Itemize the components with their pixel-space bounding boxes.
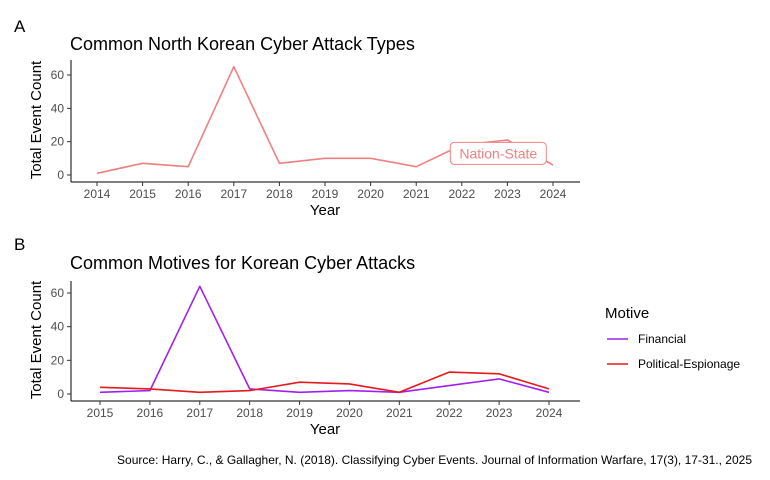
panel-b-x-tick-label: 2021 [386, 406, 413, 420]
panel-a-label-box [449, 141, 547, 165]
panel-a-x-tick-label: 2021 [403, 187, 430, 201]
panel-a-x-tick-label: 2017 [220, 187, 247, 201]
panel-b-title: Common Motives for Korean Cyber Attacks [70, 253, 415, 273]
panel-a-y-tick-label: 0 [57, 168, 64, 182]
panel-a-x-tick-label: 2024 [540, 187, 567, 201]
panel-b-y-tick-label: 20 [51, 353, 65, 367]
panel-a-xlabel: Year [310, 202, 340, 219]
panel-b-x-tick-label: 2020 [336, 406, 363, 420]
panel-a-label-text: Nation-State [459, 145, 537, 161]
panel-a-letter: A [14, 17, 26, 36]
panel-b-y-tick-label: 40 [51, 320, 65, 334]
panel-b-x-tick-label: 2023 [486, 406, 513, 420]
legend-label-political-espionage: Political-Espionage [638, 357, 740, 371]
panel-b-y-tick-label: 0 [57, 387, 64, 401]
panel-b-x-tick-label: 2019 [286, 406, 313, 420]
panel-b-series-political-espionage [99, 371, 550, 394]
panel-b-ylabel: Total Event Count [28, 280, 45, 399]
panel-b-letter: B [14, 235, 25, 254]
panel-a-ylabel: Total Event Count [28, 60, 45, 179]
panel-b-x-tick-label: 2022 [436, 406, 463, 420]
panel-a-title: Common North Korean Cyber Attack Types [70, 34, 415, 54]
panel-b-series-financial [99, 285, 550, 394]
panel-a-x-tick-label: 2022 [448, 187, 475, 201]
panel-a-x-tick-label: 2020 [357, 187, 384, 201]
panel-a-x-tick-label: 2018 [266, 187, 293, 201]
panel-a-x-tick-label: 2023 [494, 187, 521, 201]
panel-b-y-tick-label: 60 [51, 286, 65, 300]
panel-b-x-tick-label: 2024 [536, 406, 563, 420]
panel-a-y-tick-label: 40 [51, 101, 65, 115]
panel-b-xlabel: Year [310, 421, 340, 438]
panel-a-x-tick-label: 2016 [175, 187, 202, 201]
panel-b-x-tick-label: 2017 [186, 406, 213, 420]
panel-a-x-tick-label: 2014 [84, 187, 111, 201]
panel-a-y-tick-label: 20 [51, 135, 65, 149]
panel-a-marks: 0 20 40 60 2014 2015 2016 2017 2018 2019 2020 2021 2… [51, 60, 580, 201]
panel-b-marks: 0 20 40 60 2015 2016 2017 2018 2019 2020 2021 2022 2… [51, 281, 580, 420]
panel-b-x-tick-label: 2015 [87, 406, 114, 420]
panel-a-y-tick-label: 60 [51, 68, 65, 82]
legend-title: Motive [605, 305, 649, 322]
panel-a-x-tick-label: 2019 [312, 187, 339, 201]
panel-b-x-tick-label: 2018 [236, 406, 263, 420]
panel-a-x-tick-label: 2015 [129, 187, 156, 201]
panel-b-x-tick-label: 2016 [137, 406, 164, 420]
source-caption: Source: Harry, C., & Gallagher, N. (2018… [117, 453, 752, 467]
legend-label-financial: Financial [638, 332, 686, 346]
